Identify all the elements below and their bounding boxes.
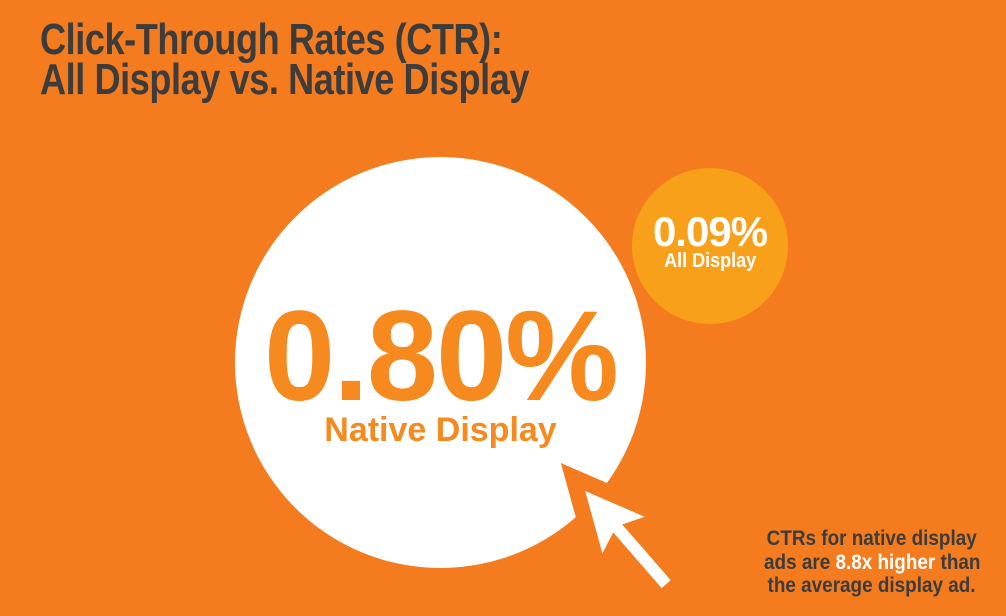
chart-title-line2: All Display vs. Native Display [40, 55, 530, 104]
caption: CTRs for native display ads are 8.8x hig… [738, 527, 1006, 598]
caption-highlight: 8.8x higher [835, 550, 936, 574]
native-display-value: 0.80% [264, 285, 619, 428]
all-display-bubble: 0.09% All Display [632, 168, 788, 324]
caption-line1: CTRs for native display [766, 527, 978, 550]
native-display-bubble: 0.80% Native Display [235, 157, 646, 568]
chart-title-line1: Click-Through Rates (CTR): [40, 15, 503, 64]
caption-line3: the average display ad. [767, 574, 976, 597]
caption-line2-post: than [935, 550, 981, 574]
chart-title: Click-Through Rates (CTR): All Display v… [40, 15, 636, 104]
all-display-value: 0.09% [652, 208, 768, 255]
native-display-label: Native Display [324, 411, 557, 449]
caption-line2-pre: ads are [763, 550, 836, 574]
cursor-arrow-icon [560, 463, 694, 611]
caption-line2: ads are 8.8x higher than [738, 551, 1006, 575]
all-display-label: All Display [663, 250, 757, 272]
